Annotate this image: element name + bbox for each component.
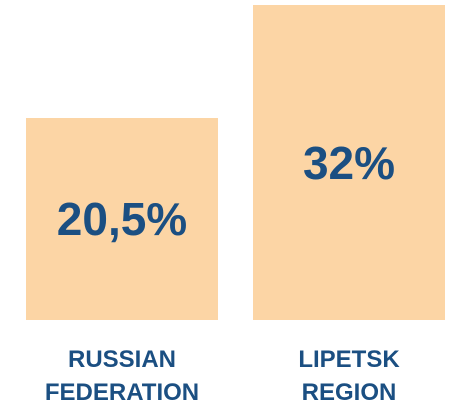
bar <box>26 118 218 320</box>
value-label: 20,5% <box>56 193 188 246</box>
category-label: RUSSIAN FEDERATION <box>44 346 200 406</box>
bar <box>253 5 445 320</box>
value-label: 32% <box>302 136 396 189</box>
category-label: LIPETSK REGION <box>298 346 400 406</box>
